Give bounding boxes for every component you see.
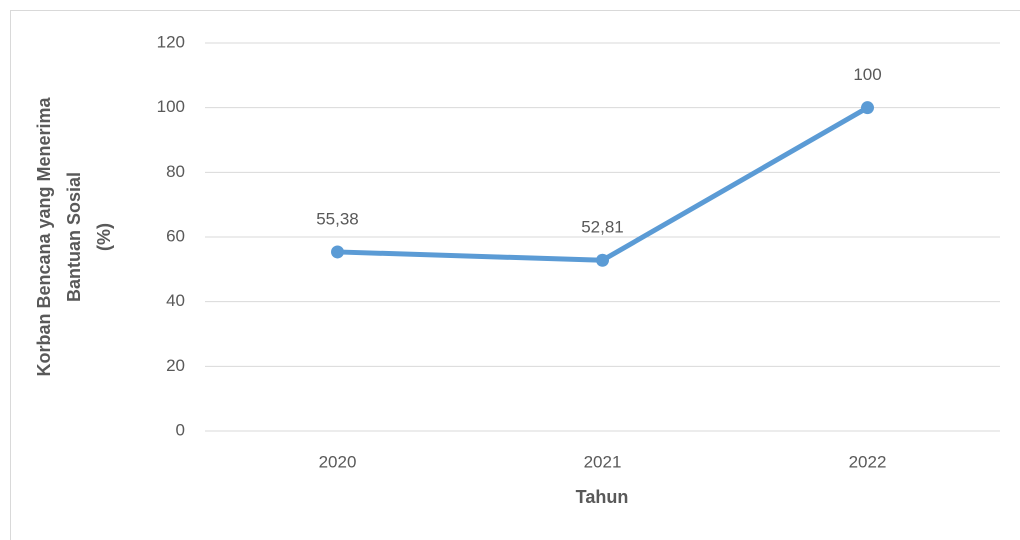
marker [331, 245, 344, 259]
x-axis-label: Tahun [576, 487, 629, 507]
x-tick-label: 2020 [319, 452, 357, 471]
data-label: 52,81 [581, 218, 624, 237]
y-tick-label: 80 [166, 162, 185, 181]
y-axis-label-line: Korban Bencana yang Menerima [34, 96, 54, 376]
marker [596, 253, 609, 267]
marker [861, 101, 874, 115]
data-label: 100 [853, 65, 881, 84]
y-axis-label-line: (%) [94, 223, 114, 251]
data-label: 55,38 [316, 209, 359, 228]
y-axis-label-line: Bantuan Sosial [64, 172, 84, 302]
chart-frame [10, 10, 1020, 540]
y-tick-label: 40 [166, 291, 185, 310]
y-axis-label: Korban Bencana yang Menerima Bantuan Sosi… [34, 96, 114, 376]
x-tick-label: 2021 [584, 452, 622, 471]
x-tick-label: 2022 [849, 452, 887, 471]
y-tick-label: 0 [176, 420, 185, 439]
y-tick-label: 20 [166, 356, 185, 375]
y-tick-label: 120 [157, 32, 185, 51]
y-tick-label: 60 [166, 226, 185, 245]
y-tick-label: 100 [157, 97, 185, 116]
